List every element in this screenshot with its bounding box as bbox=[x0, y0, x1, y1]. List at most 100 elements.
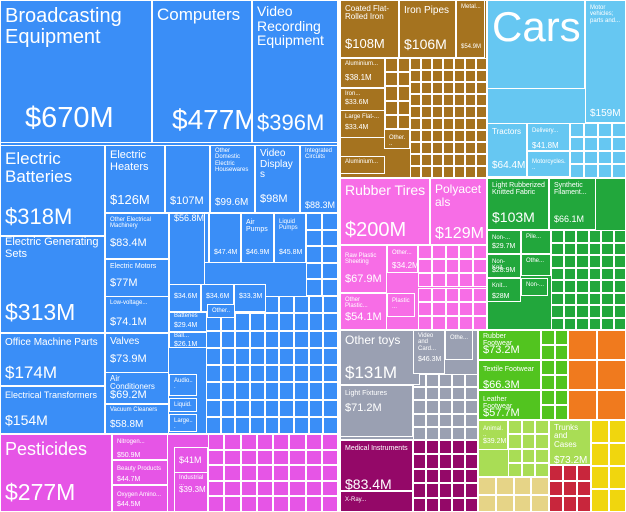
small-tile bbox=[432, 118, 443, 130]
tile-industrial[interactable]: Industrial... $39.3M bbox=[174, 472, 208, 512]
tile-polyacetals[interactable]: Polyacetals $129M bbox=[430, 178, 487, 245]
tile-video-and-card[interactable]: Video and Card... $46.3M bbox=[413, 330, 445, 374]
tile-cars[interactable]: Cars$404M bbox=[487, 0, 585, 89]
tile-coated-flat-rolled-iron[interactable]: Coated Flat-Rolled Iron $108M bbox=[340, 0, 399, 58]
tile-ball[interactable]: Ball... $26.1M bbox=[169, 332, 207, 348]
tile-other-domestic-electric-housewares[interactable]: Other Domestic Electric Housewares $99.6M bbox=[210, 145, 255, 213]
tile-metal[interactable]: Metal... $54.9M bbox=[456, 0, 485, 58]
tile-other-toys[interactable]: Other toys $131M bbox=[340, 330, 420, 385]
tile-air-pumps[interactable]: Air Pumps $46.9M bbox=[241, 213, 274, 263]
small-tile bbox=[465, 142, 476, 154]
tile-large-flat[interactable]: Large Flat-... $33.4M bbox=[340, 110, 385, 138]
tile-value: $54.9M bbox=[461, 44, 482, 50]
tile-liquid-pumps[interactable]: Liquid Pumps $45.8M bbox=[274, 213, 306, 263]
tile-value: $29.7M bbox=[492, 243, 516, 250]
tile-knit[interactable]: Knit... $28M bbox=[487, 278, 521, 302]
tile-unlabeled-18[interactable]: $33.3M bbox=[234, 284, 266, 312]
tile-trunks-and-cases[interactable]: Trunks and Cases $73.2M bbox=[549, 420, 591, 465]
small-tile bbox=[454, 154, 465, 166]
tile-light-fixtures[interactable]: Light Fixtures $71.2M bbox=[340, 385, 413, 437]
tile-animal[interactable]: Animal... $39.2M bbox=[478, 420, 508, 450]
tile-batteries[interactable]: Batteries $29.4M bbox=[169, 312, 207, 332]
tile-office-machine-parts[interactable]: Office Machine Parts $174M bbox=[0, 333, 105, 386]
tile-audio[interactable]: Audio... bbox=[169, 374, 197, 396]
small-tile bbox=[454, 142, 465, 154]
tile-synthetic-filament[interactable]: Synthetic Filament... $66.1M bbox=[549, 178, 596, 230]
tile-motor-vehicles-parts-and[interactable]: Motor vehicles; parts and... $159M bbox=[585, 0, 626, 123]
tile-othe[interactable]: Othe... bbox=[445, 330, 473, 360]
tile-non[interactable]: Non-... bbox=[521, 278, 548, 296]
tile-computers[interactable]: Computers $477M bbox=[152, 0, 252, 143]
tile-integrated-circuits[interactable]: Integrated Circuits $88.3M bbox=[300, 145, 338, 213]
tile-rubber-footwear[interactable]: Rubber Footwear $73.2M bbox=[478, 330, 541, 360]
tile-plastic[interactable]: Plastic... bbox=[387, 293, 415, 317]
tile-unlabeled-5[interactable]: $107M bbox=[165, 145, 210, 213]
tile-pile[interactable]: Pile... bbox=[521, 230, 551, 254]
tile-delivery[interactable]: Delivery... $41.8M bbox=[527, 123, 570, 151]
tile-aluminium[interactable]: Aluminium... bbox=[340, 156, 385, 174]
tile-other[interactable]: Other... bbox=[384, 129, 410, 149]
tile-video-recording-equipment[interactable]: Video Recording Equipment $396M bbox=[252, 0, 338, 143]
tile-tractors[interactable]: Tractors $64.4M bbox=[487, 123, 527, 177]
small-tile bbox=[591, 489, 609, 512]
tile-medical-instruments[interactable]: Medical Instruments $83.4M bbox=[340, 440, 413, 491]
tile-vacuum-cleaners[interactable]: Vacuum Cleaners $58.8M bbox=[105, 404, 169, 434]
tile-label: Iron Pipes bbox=[404, 5, 450, 16]
tile-value: $33.6M bbox=[345, 99, 369, 106]
tile-leather-footwear[interactable]: Leather Footwear $57.7M bbox=[478, 390, 541, 420]
small-tile bbox=[549, 465, 563, 481]
tile-air-conditioners[interactable]: Air Conditioners $69.2M bbox=[105, 372, 169, 404]
tile-nitrogen[interactable]: Nitrogen... $50.9M bbox=[112, 434, 168, 460]
tile-raw-plastic-sheeting[interactable]: Raw Plastic Sheeting $67.9M bbox=[340, 245, 387, 293]
tile-unlabeled-15[interactable]: $56.8M bbox=[169, 213, 205, 293]
small-tile bbox=[224, 465, 241, 481]
tile-unlabeled-16[interactable]: $34.6M bbox=[169, 284, 201, 312]
tile-electric-heaters[interactable]: Electric Heaters $126M bbox=[105, 145, 165, 213]
tile-liquid[interactable]: Liquid... bbox=[169, 398, 197, 412]
small-tile bbox=[459, 245, 474, 260]
tile-rubber-tires[interactable]: Rubber Tires $200M bbox=[340, 178, 430, 245]
tile-electric-generating-sets[interactable]: Electric Generating Sets $313M bbox=[0, 236, 105, 333]
small-tile bbox=[584, 164, 598, 178]
tile-iron-pipes[interactable]: Iron Pipes $106M bbox=[399, 0, 456, 58]
small-tile bbox=[305, 434, 322, 450]
tile-valves[interactable]: Valves $73.9M bbox=[105, 333, 169, 375]
tile-video-displays[interactable]: Video Displays $98M bbox=[255, 145, 300, 213]
tile-other[interactable]: Other... bbox=[207, 304, 235, 318]
small-tile bbox=[588, 305, 601, 318]
small-tile bbox=[608, 489, 626, 512]
small-tile bbox=[588, 292, 601, 305]
small-tile bbox=[322, 262, 338, 280]
small-tile bbox=[613, 305, 626, 318]
small-tile bbox=[240, 480, 257, 497]
tile-light-rubberized-knitted-fabric[interactable]: Light Rubberized Knitted Fabric $103M bbox=[487, 178, 549, 230]
small-tile bbox=[554, 390, 568, 405]
tile-value: $38.1M bbox=[345, 73, 372, 82]
tile-electrical-transformers[interactable]: Electrical Transformers $154M bbox=[0, 386, 105, 434]
tile-aluminium[interactable]: Aluminium... $38.1M bbox=[340, 58, 385, 88]
small-tile bbox=[476, 70, 487, 82]
tile-textile-footwear[interactable]: Textile Footwear $66.3M bbox=[478, 360, 541, 390]
small-tile bbox=[598, 164, 612, 178]
tile-large[interactable]: Large... bbox=[169, 414, 197, 432]
tile-other-plastic[interactable]: Other Plastic... $54.1M bbox=[340, 293, 387, 330]
tile-label: Other Domestic Electric Housewares bbox=[215, 148, 249, 173]
tile-other-electrical-machinery[interactable]: Other Electrical Machinery $83.4M bbox=[105, 213, 169, 259]
tile-electric-batteries[interactable]: Electric Batteries $318M bbox=[0, 145, 105, 236]
tile-broadcasting-equipment[interactable]: Broadcasting Equipment $670M bbox=[0, 0, 152, 143]
tile-other[interactable]: Other... $34.2M bbox=[387, 245, 418, 273]
tile-value: $108M bbox=[345, 36, 385, 51]
tile-pesticides[interactable]: Pesticides $277M bbox=[0, 434, 112, 512]
small-tile bbox=[323, 330, 338, 348]
tile-oxygen-amino[interactable]: Oxygen Amino... $44.5M bbox=[112, 485, 168, 512]
tile-othe[interactable]: Othe... bbox=[521, 254, 551, 276]
tile-motorcycles[interactable]: Motorcycles... bbox=[527, 151, 570, 177]
tile-non[interactable]: Non-... $29.7M bbox=[487, 230, 521, 254]
tile-unlabeled-12[interactable]: $47.4M bbox=[209, 213, 241, 263]
small-tile bbox=[410, 82, 421, 94]
tile-low-voltage[interactable]: Low-voltage... $74.1M bbox=[105, 296, 169, 333]
tile-non-knit[interactable]: Non-Knit... $28.9M bbox=[487, 254, 521, 278]
tile-x-ray[interactable]: X-Ray... bbox=[340, 491, 413, 512]
small-tile bbox=[439, 468, 452, 484]
tile-beauty-products[interactable]: Beauty Products $44.7M bbox=[112, 460, 168, 485]
